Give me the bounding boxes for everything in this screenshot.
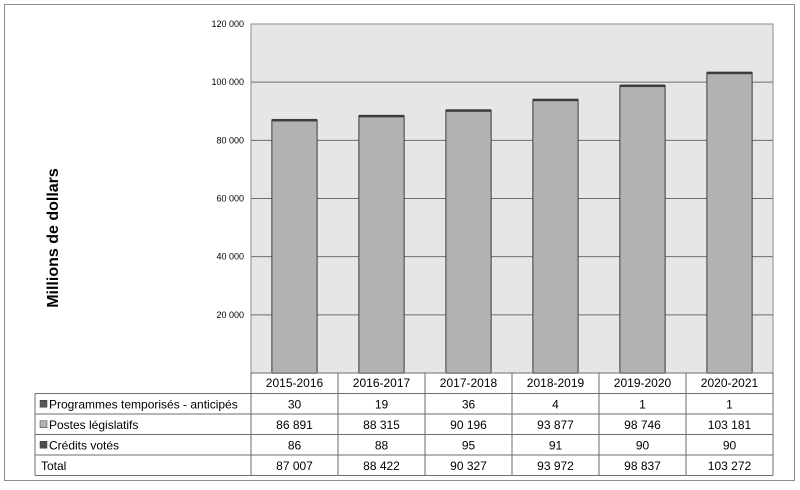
bar-top-cap [358, 114, 405, 118]
bar-top-cap [532, 98, 579, 102]
table-cell: 30 [288, 397, 302, 411]
table-cell: 90 196 [450, 418, 487, 432]
table-cell: 86 891 [276, 418, 313, 432]
legend-entry: Programmes temporisés - anticipés [49, 397, 238, 411]
y-axis-label: Millions de dollars [45, 168, 62, 308]
bar-segment [619, 85, 666, 373]
legend-swatch [39, 420, 48, 428]
table-cell: 90 327 [450, 459, 487, 473]
table-cell: 88 315 [363, 418, 400, 432]
table-cell: 1 [639, 397, 646, 411]
table-cell: 4 [552, 397, 559, 411]
table-cell: 88 [375, 438, 389, 452]
bar-top-cap [445, 109, 492, 112]
table-cell: 88 422 [363, 459, 400, 473]
data-table: 2015-2016 2016-2017 2017-2018 2018-2019 2019… [34, 372, 774, 476]
bars [271, 71, 753, 374]
y-tick-label: 80 000 [216, 135, 244, 145]
bar-top-cap [706, 71, 753, 75]
table-cell: 36 [462, 397, 476, 411]
legend-entry: Postes législatifs [49, 418, 138, 432]
table-cell: 98 837 [624, 459, 661, 473]
y-tick-label: 100 000 [211, 77, 244, 87]
bar-segment [271, 120, 318, 373]
table-cell: 86 [288, 438, 302, 452]
x-tick-label: 2019-2020 [614, 376, 672, 390]
gridlines [251, 81, 773, 316]
bar-segment [706, 72, 753, 373]
total-label: Total [41, 459, 66, 473]
bar-segment [532, 99, 579, 373]
table-cell: 87 007 [276, 459, 313, 473]
x-tick-label: 2016-2017 [353, 376, 411, 390]
bar-segment [358, 115, 405, 373]
bar-segment [445, 110, 492, 373]
legend-swatch [39, 400, 48, 408]
x-tick-label: 2015-2016 [266, 376, 324, 390]
bar-top-cap [271, 118, 318, 122]
x-tick-label: 2020-2021 [701, 376, 759, 390]
table-cell: 1 [726, 397, 733, 411]
legend-swatch [39, 441, 48, 449]
table-cell: 103 181 [708, 418, 752, 432]
y-tick-label: 60 000 [216, 194, 244, 204]
x-tick-label: 2018-2019 [527, 376, 585, 390]
y-tick-label: 120 000 [211, 19, 244, 29]
table-cell: 103 272 [708, 459, 752, 473]
legend-entry: Crédits votés [49, 438, 119, 452]
table-cell: 90 [636, 438, 650, 452]
y-tick-label: 40 000 [216, 252, 244, 262]
table-cell: 98 746 [624, 418, 661, 432]
bar-top-cap [619, 84, 666, 88]
table-cell: 93 877 [537, 418, 574, 432]
table-cell: 93 972 [537, 459, 574, 473]
y-tick-label: 20 000 [216, 310, 244, 320]
table-cell: 95 [462, 438, 476, 452]
table-cell: 90 [723, 438, 737, 452]
table-cell: 19 [375, 397, 389, 411]
x-tick-label: 2017-2018 [440, 376, 498, 390]
y-axis: 20 000 40 000 60 000 80 000 100 000 120 000 [211, 19, 244, 320]
table-cell: 91 [549, 438, 563, 452]
